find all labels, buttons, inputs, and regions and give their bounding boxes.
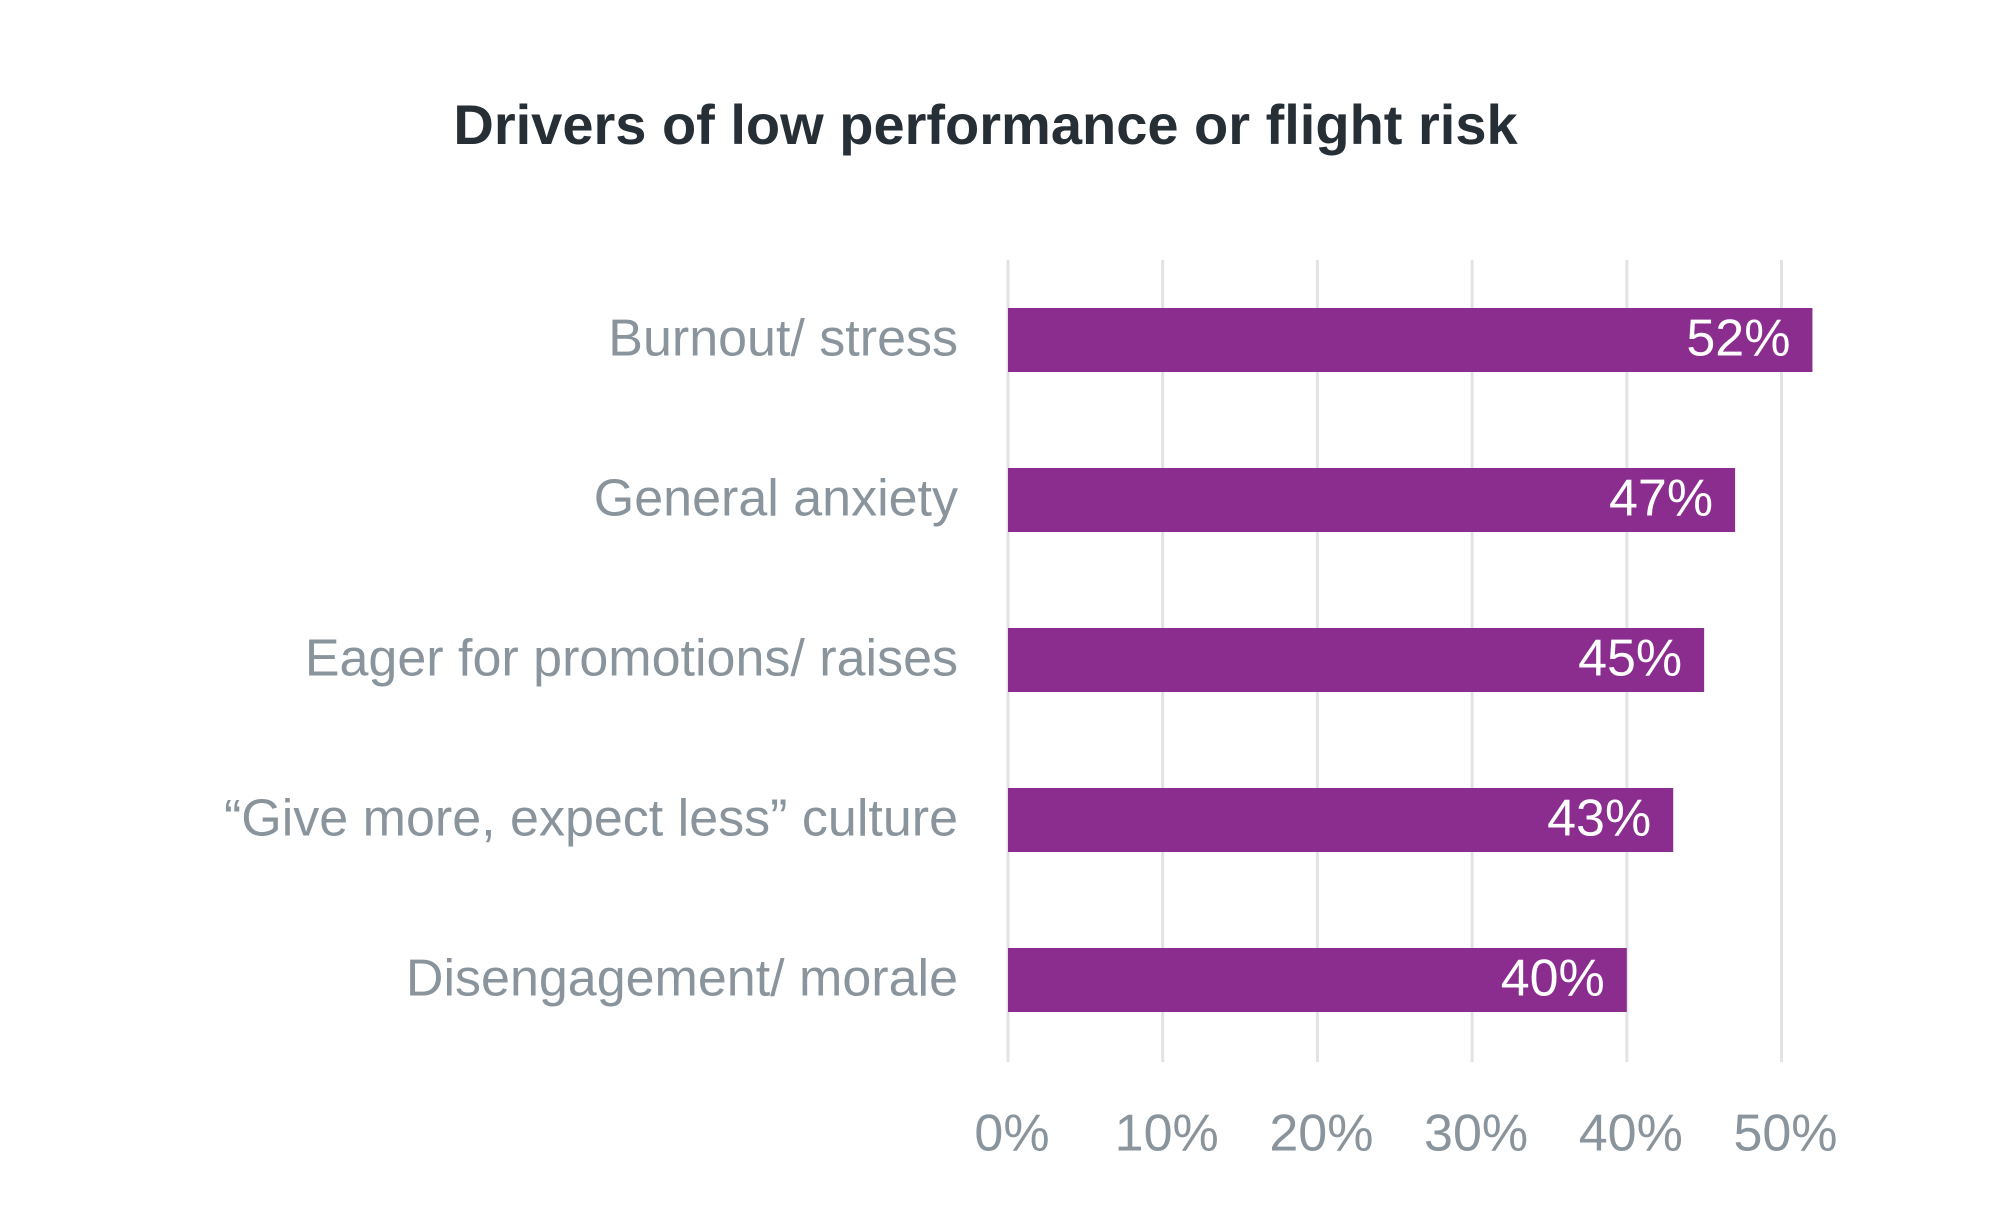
bar-value-label: 40% <box>1501 950 1605 1008</box>
bar <box>1008 468 1736 532</box>
x-tick-label: 50% <box>1733 1105 1837 1163</box>
category-label: “Give more, expect less” culture <box>224 790 958 848</box>
x-axis-ticks: 0% 10% 20% 30% 40% 50% <box>974 1105 1837 1163</box>
bar-value-label: 43% <box>1547 790 1651 848</box>
bar-value-label: 47% <box>1609 470 1713 528</box>
category-labels: Burnout/ stress General anxiety Eager for … <box>224 310 958 1008</box>
bar-value-label: 52% <box>1686 310 1790 368</box>
x-tick-label: 20% <box>1269 1105 1373 1163</box>
category-label: General anxiety <box>594 470 958 528</box>
category-label: Eager for promotions/ raises <box>305 630 958 688</box>
category-label: Burnout/ stress <box>608 310 958 368</box>
bars: 52% 47% 45% 43% 40% <box>1008 308 1813 1012</box>
chart-title: Drivers of low performance or flight ris… <box>453 93 1518 156</box>
bar-value-label: 45% <box>1578 630 1682 688</box>
bar <box>1008 948 1627 1012</box>
x-tick-label: 0% <box>974 1105 1049 1163</box>
bar <box>1008 308 1813 372</box>
bar <box>1008 628 1705 692</box>
x-tick-label: 40% <box>1579 1105 1683 1163</box>
x-tick-label: 30% <box>1424 1105 1528 1163</box>
x-tick-label: 10% <box>1115 1105 1219 1163</box>
category-label: Disengagement/ morale <box>406 950 958 1008</box>
bar <box>1008 788 1674 852</box>
